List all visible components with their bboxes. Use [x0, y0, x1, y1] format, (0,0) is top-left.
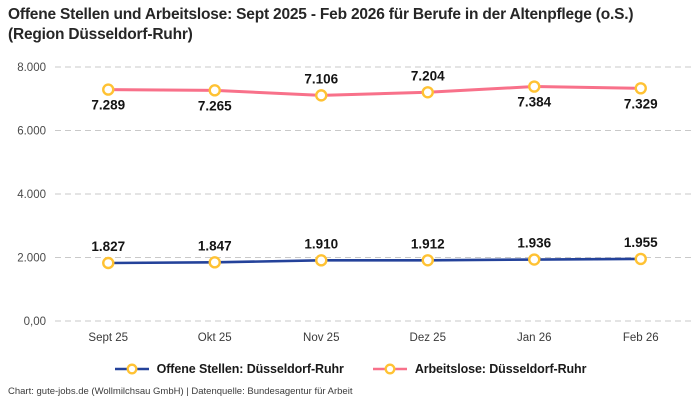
line-marker-icon — [372, 363, 407, 375]
data-point-marker[interactable] — [421, 86, 434, 99]
data-label: 7.265 — [198, 98, 232, 113]
data-label: 1.936 — [517, 236, 551, 251]
data-label: 7.329 — [624, 96, 658, 111]
attribution-text: Chart: gute-jobs.de (Wollmilchsau GmbH) … — [8, 386, 353, 397]
data-point-marker[interactable] — [102, 83, 115, 96]
y-tick-label: 6.000 — [17, 126, 46, 138]
y-tick-label: 2.000 — [17, 253, 46, 265]
legend-item-offene-stellen[interactable]: Offene Stellen: Düsseldorf-Ruhr — [114, 362, 344, 376]
data-point-marker[interactable] — [528, 80, 541, 93]
data-label: 1.912 — [411, 236, 445, 251]
data-label: 7.106 — [304, 71, 338, 86]
legend-label: Arbeitslose: Düsseldorf-Ruhr — [414, 362, 587, 376]
data-label: 1.910 — [304, 236, 338, 251]
data-point-marker[interactable] — [421, 254, 434, 267]
x-tick-label: Nov 25 — [303, 332, 339, 344]
x-tick-label: Feb 26 — [623, 332, 659, 344]
legend-label: Offene Stellen: Düsseldorf-Ruhr — [156, 362, 344, 376]
data-point-marker[interactable] — [634, 252, 647, 266]
x-tick-label: Jan 26 — [517, 332, 552, 344]
data-point-marker[interactable] — [208, 256, 221, 269]
data-point-marker[interactable] — [528, 253, 541, 266]
y-tick-label: 4.000 — [17, 189, 46, 201]
data-label: 7.204 — [411, 68, 445, 83]
data-label: 7.289 — [91, 98, 125, 113]
data-point-marker[interactable] — [208, 84, 221, 97]
data-point-marker[interactable] — [634, 82, 647, 95]
x-tick-label: Sept 25 — [88, 332, 128, 344]
series-line-pink — [106, 85, 643, 97]
data-point-marker[interactable] — [315, 254, 328, 267]
gridlines: 0,00 2.000 4.000 6.000 8.000 — [17, 62, 694, 328]
legend-item-arbeitslose[interactable]: Arbeitslose: Düsseldorf-Ruhr — [372, 362, 587, 376]
x-tick-label: Okt 25 — [198, 332, 232, 344]
y-tick-label: 0,00 — [24, 316, 46, 328]
data-label: 7.384 — [517, 95, 551, 110]
chart-title: Offene Stellen und Arbeitslose: Sept 202… — [8, 6, 634, 43]
legend: Offene Stellen: Düsseldorf-Ruhr Arbeitsl… — [0, 362, 700, 376]
data-label: 1.827 — [91, 239, 125, 254]
data-point-marker[interactable] — [102, 256, 115, 270]
x-tick-label: Dez 25 — [410, 332, 446, 344]
series-line-blue — [106, 257, 643, 265]
data-label: 1.847 — [198, 238, 232, 253]
y-tick-label: 8.000 — [17, 62, 46, 74]
data-label: 1.955 — [624, 235, 658, 250]
data-point-marker[interactable] — [315, 89, 328, 102]
x-axis-labels: Sept 25 Okt 25 Nov 25 Dez 25 Jan 26 Feb 26 — [88, 332, 658, 344]
line-marker-icon — [114, 363, 149, 375]
